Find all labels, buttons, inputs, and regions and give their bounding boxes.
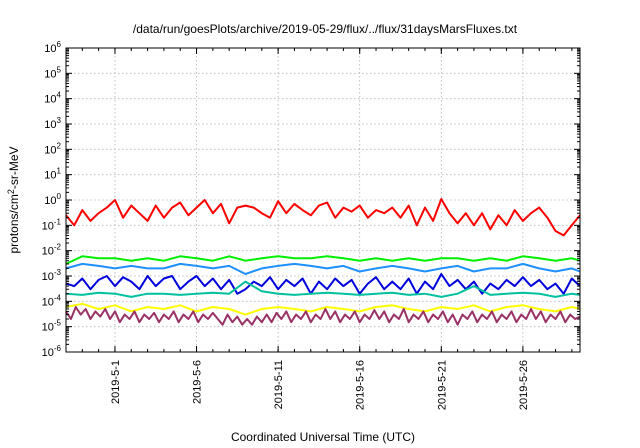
series-line-5 bbox=[65, 280, 581, 298]
series-line-2 bbox=[65, 255, 581, 265]
series-group bbox=[65, 198, 581, 326]
series-line-6 bbox=[65, 302, 581, 316]
y-tick-label: 10-6 bbox=[42, 344, 62, 359]
y-axis: 106 105 104 103 102 101 100 10-1 10-2 10-3 10-4 10-… bbox=[42, 40, 580, 359]
x-tick-label: 2019-5-6 bbox=[192, 360, 204, 404]
x-tick-label: 2019-5-11 bbox=[273, 360, 285, 409]
y-tick-label: 104 bbox=[44, 91, 61, 106]
y-tick-label: 105 bbox=[44, 65, 61, 80]
y-tick-label: 100 bbox=[44, 192, 61, 207]
series-line-1 bbox=[65, 198, 581, 237]
y-tick-label: 10-1 bbox=[42, 217, 62, 232]
series-line-7 bbox=[65, 306, 581, 326]
series-line-3 bbox=[65, 262, 581, 275]
x-tick-label: 2019-5-21 bbox=[436, 360, 448, 410]
y-axis-label: protons/cm2-sr-MeV bbox=[6, 146, 21, 253]
x-tick-label: 2019-5-1 bbox=[110, 360, 122, 404]
y-tick-label: 10-3 bbox=[42, 268, 62, 283]
y-tick-label: 106 bbox=[44, 40, 61, 55]
y-tick-label: 10-2 bbox=[42, 243, 62, 258]
y-axis-label-superscript: 2 bbox=[6, 189, 16, 194]
x-axis-label: Coordinated Universal Time (UTC) bbox=[231, 430, 415, 444]
series-line-4 bbox=[65, 273, 581, 295]
y-tick-label: 102 bbox=[44, 141, 61, 156]
y-tick-label: 103 bbox=[44, 116, 61, 131]
x-axis: 2019-5-1 2019-5-6 2019-5-11 2019-5-16 2019-5… bbox=[65, 48, 573, 410]
y-axis-label-base: protons/cm bbox=[7, 194, 21, 253]
x-tick-label: 2019-5-26 bbox=[518, 360, 530, 410]
grid-lines bbox=[66, 48, 580, 352]
y-tick-label: 101 bbox=[44, 167, 61, 182]
y-axis-label-units: -sr-MeV bbox=[7, 146, 21, 189]
y-tick-label: 10-4 bbox=[42, 293, 62, 308]
y-tick-label: 10-5 bbox=[42, 319, 62, 334]
x-tick-label: 2019-5-16 bbox=[355, 360, 367, 410]
chart-title: /data/run/goesPlots/archive/2019-05-29/f… bbox=[133, 22, 518, 36]
